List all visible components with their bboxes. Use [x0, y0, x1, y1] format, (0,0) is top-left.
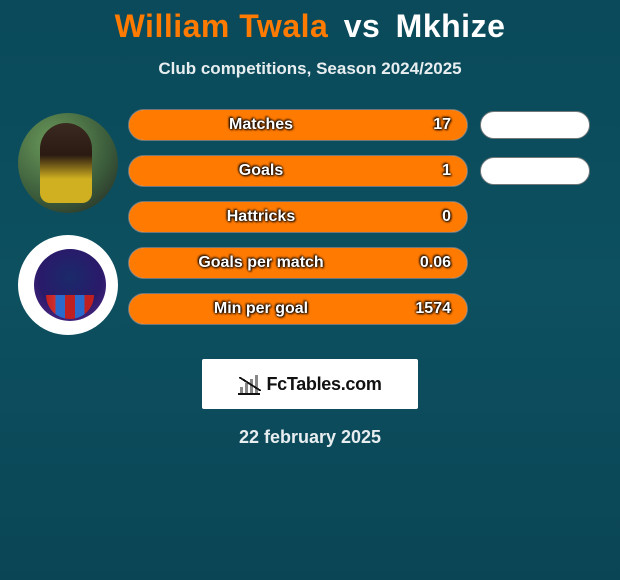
- stat-label: Goals: [129, 162, 393, 180]
- date-label: 22 february 2025: [0, 427, 620, 448]
- stat-row: Goals per match 0.06: [128, 247, 608, 279]
- logo-text: FcTables.com: [266, 374, 381, 395]
- comparison-card: William Twala vs Mkhize Club competition…: [0, 0, 620, 580]
- stat-pill-p2: [480, 111, 590, 139]
- stat-label: Matches: [129, 116, 393, 134]
- stat-label: Min per goal: [129, 300, 393, 318]
- stat-label: Goals per match: [129, 254, 393, 272]
- stat-fill-p2: [480, 111, 590, 139]
- stat-pill-p2: [480, 249, 590, 277]
- stat-text-wrap: Goals 1: [129, 156, 457, 186]
- stat-track-p1: Hattricks 0: [128, 201, 468, 233]
- stat-text-wrap: Matches 17: [129, 110, 457, 140]
- avatar-column: [8, 109, 128, 335]
- stat-row: Matches 17: [128, 109, 608, 141]
- stat-value-p1: 0: [411, 208, 451, 226]
- stat-text-wrap: Goals per match 0.06: [129, 248, 457, 278]
- chart-icon: [238, 373, 260, 395]
- stat-track-p1: Matches 17: [128, 109, 468, 141]
- player1-avatar: [18, 113, 118, 213]
- stat-row: Goals 1: [128, 155, 608, 187]
- stat-track-p1: Min per goal 1574: [128, 293, 468, 325]
- stat-label: Hattricks: [129, 208, 393, 226]
- page-title: William Twala vs Mkhize: [0, 8, 620, 45]
- stat-text-wrap: Min per goal 1574: [129, 294, 457, 324]
- player2-avatar: [18, 235, 118, 335]
- stat-bars: Matches 17 Goals 1 Hattricks 0 Goals per match…: [128, 109, 612, 335]
- stat-pill-p2: [480, 157, 590, 185]
- site-logo: FcTables.com: [202, 359, 418, 409]
- stat-pill-p2: [480, 295, 590, 323]
- stat-value-p1: 17: [411, 116, 451, 134]
- stat-text-wrap: Hattricks 0: [129, 202, 457, 232]
- stat-track-p1: Goals per match 0.06: [128, 247, 468, 279]
- stat-fill-p2: [480, 157, 590, 185]
- stat-row: Hattricks 0: [128, 201, 608, 233]
- player1-name: William Twala: [115, 8, 329, 44]
- stat-pill-p2: [480, 203, 590, 231]
- subtitle: Club competitions, Season 2024/2025: [0, 59, 620, 79]
- stat-value-p1: 1574: [411, 300, 451, 318]
- vs-label: vs: [344, 8, 381, 44]
- stat-value-p1: 1: [411, 162, 451, 180]
- stat-row: Min per goal 1574: [128, 293, 608, 325]
- content-area: Matches 17 Goals 1 Hattricks 0 Goals per match…: [0, 109, 620, 335]
- stat-track-p1: Goals 1: [128, 155, 468, 187]
- player2-name: Mkhize: [396, 8, 506, 44]
- stat-value-p1: 0.06: [411, 254, 451, 272]
